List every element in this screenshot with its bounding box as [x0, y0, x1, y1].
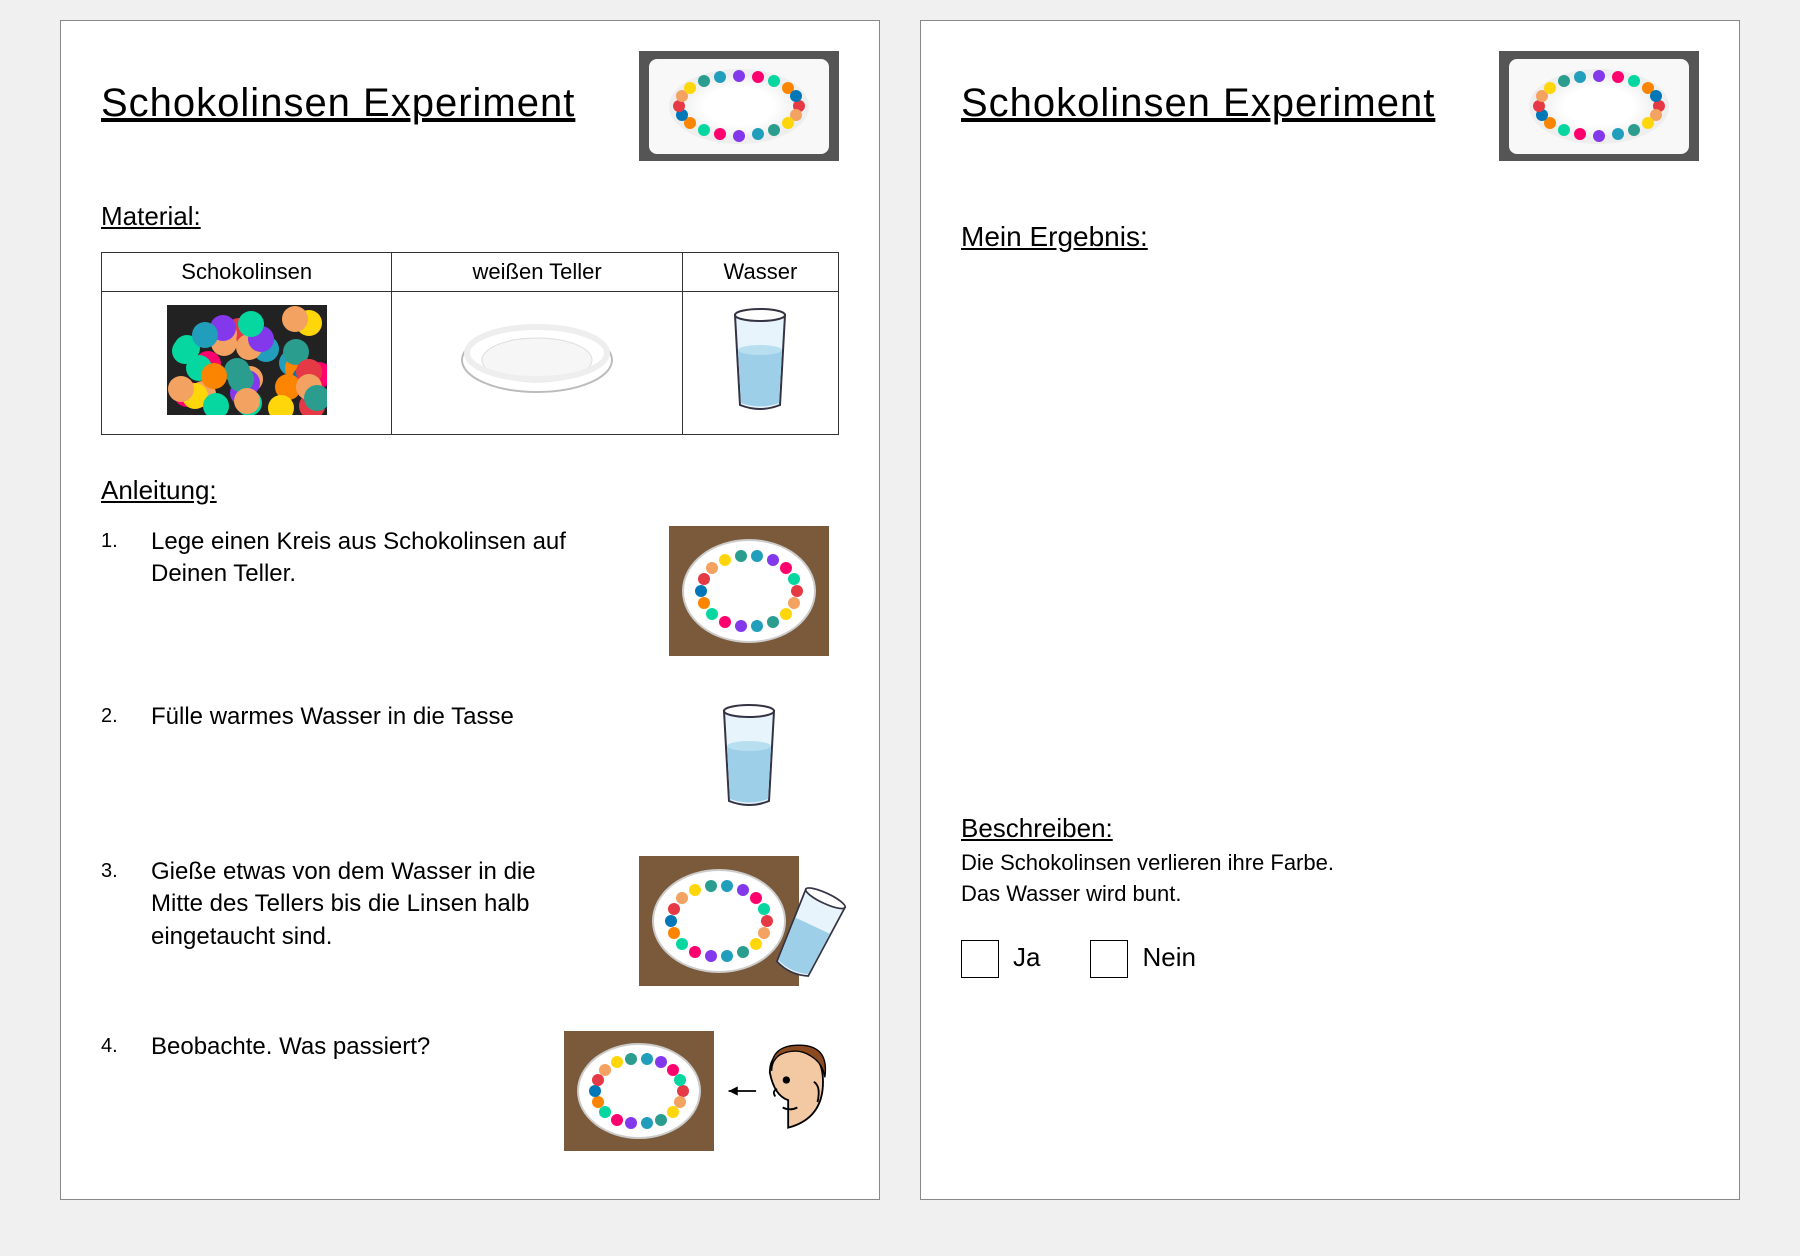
material-table: Schokolinsen weißen Teller Wasser: [101, 252, 839, 435]
step-1: Lege einen Kreis aus Schokolinsen auf De…: [101, 526, 839, 656]
worksheet-page-2: Schokolinsen Experiment Mein Ergebnis: B…: [920, 20, 1740, 1200]
worksheet-page-1: Schokolinsen Experiment Material: Schoko…: [60, 20, 880, 1200]
material-header-2: weißen Teller: [392, 253, 682, 292]
material-header-3: Wasser: [682, 253, 838, 292]
page1-title: Schokolinsen Experiment: [101, 81, 575, 126]
yes-option: Ja: [961, 940, 1040, 978]
beschreiben-line-1: Die Schokolinsen verlieren ihre Farbe.: [961, 848, 1699, 879]
header-experiment-photo: [639, 51, 839, 161]
anleitung-label: Anleitung:: [101, 475, 839, 506]
plate-image: [457, 305, 617, 415]
step-1-image: [659, 526, 839, 656]
step-1-text: Lege einen Kreis aus Schokolinsen auf De…: [151, 526, 639, 591]
step-3-text: Gieße etwas von dem Wasser in die Mitte …: [151, 856, 579, 953]
yes-checkbox[interactable]: [961, 940, 999, 978]
header-experiment-photo-2: [1499, 51, 1699, 161]
yes-no-row: Ja Nein: [961, 940, 1699, 978]
yes-label: Ja: [1013, 941, 1040, 971]
candies-image: [167, 305, 327, 415]
material-cell-plate: [392, 292, 682, 435]
step-2-image: [659, 701, 839, 811]
material-cell-candies: [102, 292, 392, 435]
step-4: Beobachte. Was passiert?: [101, 1031, 839, 1151]
page2-header: Schokolinsen Experiment: [961, 51, 1699, 161]
no-label: Nein: [1142, 941, 1195, 971]
no-checkbox[interactable]: [1090, 940, 1128, 978]
result-blank-area: [961, 253, 1699, 813]
page2-title: Schokolinsen Experiment: [961, 81, 1435, 126]
no-option: Nein: [1090, 940, 1195, 978]
steps-list: Lege einen Kreis aus Schokolinsen auf De…: [101, 526, 839, 1151]
step-2-text: Fülle warmes Wasser in die Tasse: [151, 701, 639, 733]
beschreiben-label: Beschreiben:: [961, 813, 1699, 844]
beschreiben-line-2: Das Wasser wird bunt.: [961, 879, 1699, 910]
step-3-image: [599, 856, 839, 986]
material-cell-water: [682, 292, 838, 435]
material-label: Material:: [101, 201, 839, 232]
step-2: Fülle warmes Wasser in die Tasse: [101, 701, 839, 811]
step-3: Gieße etwas von dem Wasser in die Mitte …: [101, 856, 839, 986]
beschreiben-text: Die Schokolinsen verlieren ihre Farbe. D…: [961, 848, 1699, 910]
water-glass-image: [720, 305, 800, 415]
material-header-1: Schokolinsen: [102, 253, 392, 292]
step-4-image: [559, 1031, 839, 1151]
step-4-text: Beobachte. Was passiert?: [151, 1031, 539, 1063]
page1-header: Schokolinsen Experiment: [101, 51, 839, 161]
result-label: Mein Ergebnis:: [961, 221, 1699, 253]
